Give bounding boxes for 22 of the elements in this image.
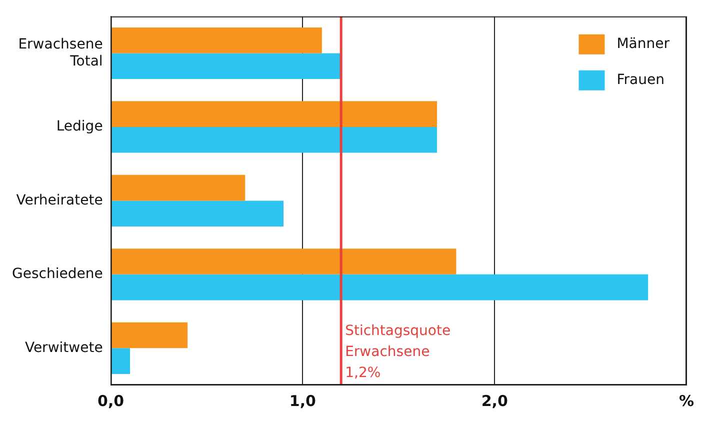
x-tick-label: % xyxy=(678,392,694,410)
y-tick-label: Verwitwete xyxy=(24,340,103,356)
bar xyxy=(111,200,284,226)
y-tick-label: Erwachsene Total xyxy=(18,36,103,70)
bar xyxy=(111,53,342,80)
bar xyxy=(111,248,456,274)
x-tick-label: 0,0 xyxy=(98,392,124,410)
ref-line-label: Stichtagsquote Erwachsene 1,2% xyxy=(345,323,451,381)
legend-label: Männer xyxy=(616,36,670,52)
legend-label: Frauen xyxy=(616,72,664,88)
bar xyxy=(111,101,438,127)
y-tick-label: Geschiedene xyxy=(12,266,103,282)
bar xyxy=(111,348,130,374)
bar xyxy=(111,27,322,54)
bar xyxy=(111,274,648,300)
y-tick-label: Verheiratete xyxy=(16,192,103,208)
x-tick-label: 2,0 xyxy=(481,392,508,410)
x-tick-label: 1,0 xyxy=(289,392,316,410)
bar xyxy=(111,126,438,153)
y-tick-label: Ledige xyxy=(56,118,103,135)
bar xyxy=(111,174,246,201)
bar xyxy=(111,322,188,348)
